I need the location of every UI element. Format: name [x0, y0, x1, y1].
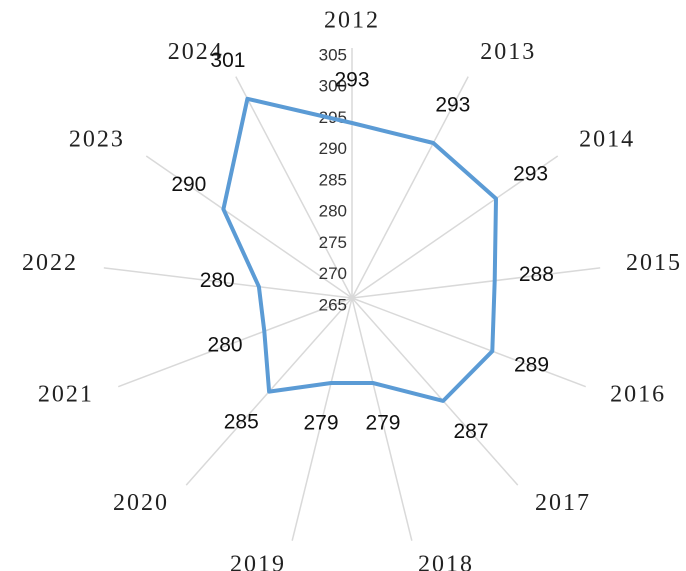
- data-label: 279: [303, 411, 338, 434]
- spoke: [117, 297, 353, 388]
- data-label: 301: [210, 49, 245, 72]
- spoke: [145, 155, 353, 299]
- data-label: 290: [171, 173, 206, 196]
- spoke: [351, 297, 587, 388]
- spoke: [351, 267, 601, 299]
- category-label: 2020: [113, 490, 169, 516]
- r-tick-label: 270: [319, 264, 347, 283]
- category-label: 2019: [230, 551, 286, 571]
- spoke: [103, 267, 353, 299]
- category-label: 2018: [418, 551, 474, 571]
- category-label: 2024: [168, 39, 224, 65]
- data-label: 289: [514, 354, 549, 377]
- spoke: [235, 76, 353, 299]
- spoke: [351, 155, 559, 299]
- spoke: [351, 297, 413, 541]
- r-tick-label: 275: [319, 233, 347, 252]
- data-label: 293: [334, 69, 369, 92]
- category-label: 2016: [610, 381, 666, 407]
- spoke: [351, 297, 519, 486]
- r-tick-label: 285: [319, 170, 347, 189]
- data-label: 287: [454, 420, 489, 443]
- data-label: 293: [435, 93, 470, 116]
- data-line: [221, 96, 498, 403]
- r-tick-label: 300: [319, 77, 347, 96]
- r-tick-label: 305: [319, 45, 347, 64]
- category-label: 2014: [579, 127, 635, 153]
- category-label: 2012: [324, 8, 380, 34]
- spoke: [351, 76, 469, 299]
- r-tick-label: 280: [319, 202, 347, 221]
- category-label: 2015: [626, 250, 682, 276]
- data-label: 280: [200, 269, 235, 292]
- category-label: 2023: [69, 127, 125, 153]
- category-label: 2022: [22, 250, 78, 276]
- r-tick-label: 265: [319, 295, 347, 314]
- data-label: 293: [513, 162, 548, 185]
- data-label: 288: [519, 263, 554, 286]
- category-label: 2013: [480, 39, 536, 65]
- data-label: 285: [224, 411, 259, 434]
- r-tick-label: 290: [319, 139, 347, 158]
- spoke: [291, 297, 353, 541]
- data-label: 280: [208, 334, 243, 357]
- category-label: 2021: [38, 381, 94, 407]
- data-label: 279: [365, 411, 400, 434]
- category-label: 2017: [535, 490, 591, 516]
